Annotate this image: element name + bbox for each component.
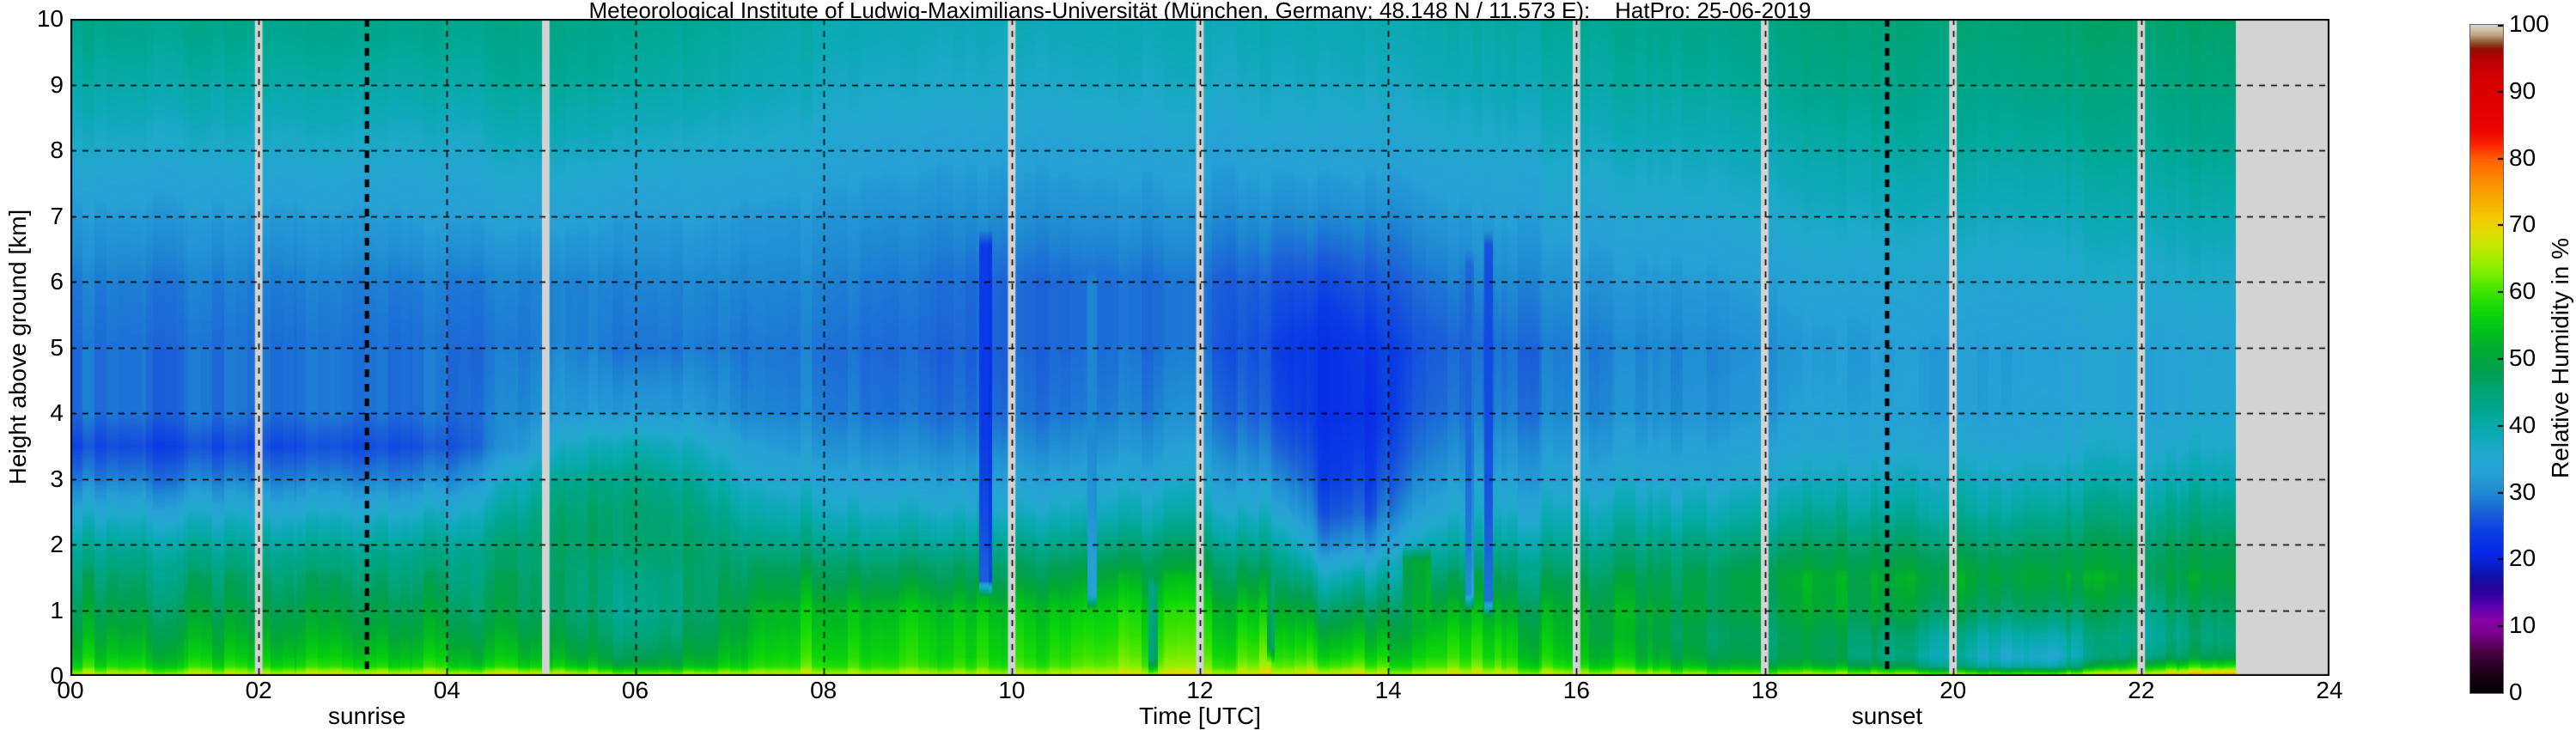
x-tick-label: 06 <box>621 677 649 703</box>
colorbar-tick-label: 100 <box>2509 10 2549 37</box>
colorbar-label: Relative Humidity in % <box>2547 237 2573 479</box>
x-tick-label: 00 <box>57 677 84 703</box>
y-tick-label: 4 <box>50 399 64 426</box>
colorbar-tick-label: 70 <box>2509 210 2536 238</box>
x-axis-label: Time [UTC] <box>1138 703 1262 729</box>
sunset-label: sunset <box>1851 703 1923 729</box>
x-tick-label: 16 <box>1562 677 1590 703</box>
colorbar-tick-label: 0 <box>2509 678 2523 705</box>
y-tick-label: 5 <box>50 333 64 361</box>
colorbar-tick-label: 80 <box>2509 143 2536 171</box>
colorbar-tick-label: 90 <box>2509 76 2536 104</box>
colorbar <box>2469 24 2504 694</box>
y-tick-label: 10 <box>36 5 64 32</box>
y-tick-label: 1 <box>50 596 64 624</box>
x-tick-label: 24 <box>2316 677 2343 703</box>
x-tick-label: 14 <box>1374 677 1402 703</box>
colorbar-tick-label: 30 <box>2509 478 2536 505</box>
y-axis-label: Height above ground [km] <box>4 209 31 485</box>
colorbar-tick-label: 60 <box>2509 277 2536 305</box>
x-tick-label: 02 <box>245 677 272 703</box>
y-tick-label: 0 <box>50 662 64 689</box>
plot-area <box>70 19 2329 676</box>
colorbar-tick-label: 40 <box>2509 411 2536 438</box>
y-tick-label: 3 <box>50 465 64 492</box>
x-tick-label: 04 <box>433 677 460 703</box>
colorbar-tick-label: 10 <box>2509 611 2536 639</box>
x-tick-label: 22 <box>2128 677 2155 703</box>
colorbar-tick-label: 20 <box>2509 544 2536 572</box>
sunrise-label: sunrise <box>328 703 406 729</box>
colorbar-tick-label: 50 <box>2509 344 2536 371</box>
humidity-heatmap-canvas <box>70 19 2329 676</box>
x-tick-label: 10 <box>998 677 1026 703</box>
y-tick-label: 2 <box>50 531 64 557</box>
x-tick-label: 20 <box>1940 677 1967 703</box>
y-tick-label: 8 <box>50 137 64 163</box>
y-tick-label: 6 <box>50 268 64 295</box>
x-tick-label: 08 <box>810 677 837 703</box>
chart-title: Meteorological Institute of Ludwig-Maxim… <box>588 0 1812 23</box>
y-tick-label: 9 <box>50 70 64 98</box>
y-tick-label: 7 <box>50 202 64 229</box>
x-tick-label: 18 <box>1751 677 1779 703</box>
x-tick-label: 12 <box>1186 677 1214 703</box>
